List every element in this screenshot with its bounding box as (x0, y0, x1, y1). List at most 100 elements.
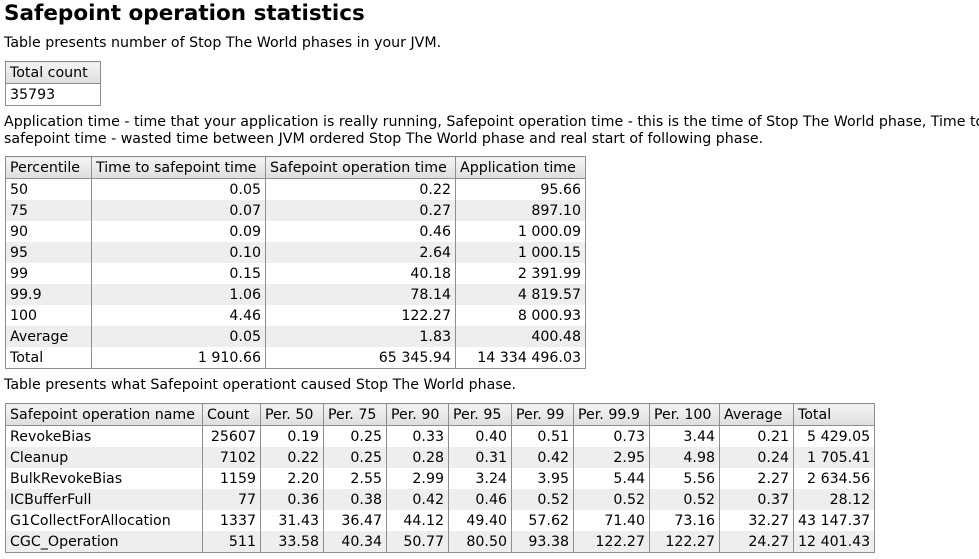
operations-cell: 1 705.41 (792, 447, 876, 468)
percentile-cell: 2 391.99 (455, 263, 586, 284)
percentile-cell: 75 (5, 200, 92, 221)
percentile-cell: 99.9 (5, 284, 92, 305)
total-count-header: Total count (5, 61, 101, 84)
operations-cell: 122.27 (573, 531, 650, 553)
operations-header-7[interactable]: Per. 99.9 (573, 403, 650, 426)
operations-cell: ICBufferFull (5, 489, 203, 510)
operations-header-8[interactable]: Per. 100 (649, 403, 720, 426)
total-count-value: 35793 (5, 83, 101, 106)
operations-cell: 5.44 (573, 468, 650, 489)
operations-cell: 3.95 (511, 468, 574, 489)
operations-cell: 0.46 (448, 489, 512, 510)
operations-cell: 0.37 (719, 489, 794, 510)
operations-cell: 2 634.56 (792, 468, 876, 489)
table-row[interactable]: CGC_Operation 511 33.58 40.34 50.77 80.50 93.3… (5, 531, 876, 553)
operations-header-0[interactable]: Safepoint operation name (5, 403, 203, 426)
operations-header-9[interactable]: Average (719, 403, 794, 426)
percentile-cell: 0.22 (265, 178, 456, 200)
operations-cell: 0.31 (448, 447, 512, 468)
operations-header-2[interactable]: Per. 50 (260, 403, 324, 426)
table-row[interactable]: 95 0.10 2.64 1 000.15 (5, 242, 586, 263)
table-row[interactable]: Cleanup 7102 0.22 0.25 0.28 0.31 0.42 2.95 4.98 0… (5, 447, 876, 468)
operations-cell: 0.38 (323, 489, 387, 510)
operations-cell: G1CollectForAllocation (5, 510, 203, 531)
operations-cell: 0.73 (573, 425, 650, 447)
percentile-cell: 4 819.57 (455, 284, 586, 305)
percentile-header-0[interactable]: Percentile (5, 156, 92, 179)
operations-cell: 5 429.05 (792, 425, 876, 447)
percentile-cell: 90 (5, 221, 92, 242)
table-row[interactable]: 99.9 1.06 78.14 4 819.57 (5, 284, 586, 305)
operations-cell: 0.22 (260, 447, 324, 468)
table-row[interactable]: 75 0.07 0.27 897.10 (5, 200, 586, 221)
percentile-cell: 122.27 (265, 305, 456, 326)
operations-cell: 40.34 (323, 531, 387, 553)
operations-cell: 2.55 (323, 468, 387, 489)
percentile-cell: 1.06 (91, 284, 266, 305)
operations-cell: 0.52 (573, 489, 650, 510)
operations-header-3[interactable]: Per. 75 (323, 403, 387, 426)
operations-cell: 50.77 (386, 531, 449, 553)
operations-cell: 25607 (202, 425, 261, 447)
operations-cell: 2.99 (386, 468, 449, 489)
operations-cell: 0.52 (649, 489, 720, 510)
operations-cell: 7102 (202, 447, 261, 468)
operations-cell: 49.40 (448, 510, 512, 531)
table-row[interactable]: 99 0.15 40.18 2 391.99 (5, 263, 586, 284)
percentile-cell: 1.83 (265, 326, 456, 347)
operations-header-1[interactable]: Count (202, 403, 261, 426)
operations-header-6[interactable]: Per. 99 (511, 403, 574, 426)
percentile-cell: 0.09 (91, 221, 266, 242)
percentile-cell: 0.07 (91, 200, 266, 221)
percentile-header-2[interactable]: Safepoint operation time (265, 156, 456, 179)
description-line-2: safepoint time - wasted time between JVM… (4, 131, 764, 147)
percentile-cell: 100 (5, 305, 92, 326)
percentile-cell: 400.48 (455, 326, 586, 347)
table-row[interactable]: 90 0.09 0.46 1 000.09 (5, 221, 586, 242)
operations-cell: 0.40 (448, 425, 512, 447)
operations-cell: 57.62 (511, 510, 574, 531)
operations-cell: 0.28 (386, 447, 449, 468)
operations-cell: 0.19 (260, 425, 324, 447)
operations-cell: 3.44 (649, 425, 720, 447)
operations-header-10[interactable]: Total (792, 403, 876, 426)
percentile-cell: 40.18 (265, 263, 456, 284)
operations-cell: 0.42 (511, 447, 574, 468)
percentile-header-1[interactable]: Time to safepoint time (91, 156, 266, 179)
percentile-cell: 897.10 (455, 200, 586, 221)
operations-cell: 0.25 (323, 425, 387, 447)
table-row[interactable]: Average 0.05 1.83 400.48 (5, 326, 586, 347)
table-row[interactable]: 50 0.05 0.22 95.66 (5, 178, 586, 200)
percentile-cell: 0.10 (91, 242, 266, 263)
percentile-header-3[interactable]: Application time (455, 156, 586, 179)
table-row[interactable]: RevokeBias 25607 0.19 0.25 0.33 0.40 0.51 0.73 3… (5, 425, 876, 447)
operations-header-4[interactable]: Per. 90 (386, 403, 449, 426)
operations-cell: Cleanup (5, 447, 203, 468)
percentile-cell: Total (5, 347, 92, 369)
table-row[interactable]: Total 1 910.66 65 345.94 14 334 496.03 (5, 347, 586, 369)
table-row[interactable]: 100 4.46 122.27 8 000.93 (5, 305, 586, 326)
page-title: Safepoint operation statistics (4, 1, 365, 26)
percentile-table: Percentile Time to safepoint time Safepoin… (5, 156, 586, 369)
table-row[interactable]: ICBufferFull 77 0.36 0.38 0.42 0.46 0.52 0.52 0.… (5, 489, 876, 510)
operations-cell: 0.33 (386, 425, 449, 447)
percentile-cell: 1 000.15 (455, 242, 586, 263)
operations-cell: 4.98 (649, 447, 720, 468)
intro-text: Table presents number of Stop The World … (4, 35, 442, 51)
operations-cell: 0.24 (719, 447, 794, 468)
operations-intro-text: Table presents what Safepoint operationt… (4, 377, 516, 393)
operations-header-5[interactable]: Per. 95 (448, 403, 512, 426)
percentile-cell: 0.46 (265, 221, 456, 242)
operations-cell: 32.27 (719, 510, 794, 531)
operations-table: Safepoint operation name Count Per. 50 Per.… (5, 403, 876, 553)
operations-cell: 2.95 (573, 447, 650, 468)
operations-cell: 122.27 (649, 531, 720, 553)
percentile-cell: 2.64 (265, 242, 456, 263)
percentile-cell: 4.46 (91, 305, 266, 326)
operations-cell: 73.16 (649, 510, 720, 531)
operations-cell: 71.40 (573, 510, 650, 531)
operations-cell: RevokeBias (5, 425, 203, 447)
table-row[interactable]: BulkRevokeBias 1159 2.20 2.55 2.99 3.24 3.95 5.… (5, 468, 876, 489)
table-row[interactable]: G1CollectForAllocation 1337 31.43 36.47 44.1… (5, 510, 876, 531)
operations-cell: 0.21 (719, 425, 794, 447)
